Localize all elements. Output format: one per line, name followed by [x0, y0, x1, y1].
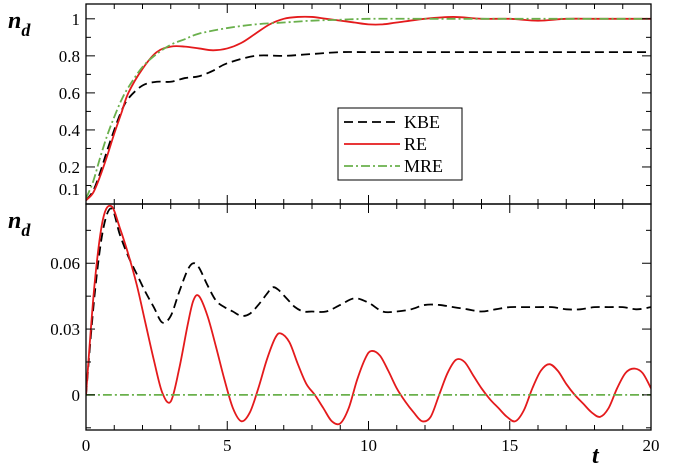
y-axis-label-main: n [8, 208, 21, 234]
top-panel: 0.2 0.4 0.6 0.8 1 0.1 nd [8, 3, 652, 205]
y-tick-label: 0.8 [59, 47, 80, 66]
legend-label-kbe: KBE [404, 112, 440, 132]
x-tick-label: 15 [501, 436, 518, 455]
y-tick-label: 0.03 [50, 320, 80, 339]
y-tick-label: 0.1 [59, 180, 80, 199]
series-line-mre [86, 17, 651, 199]
series-group [86, 204, 651, 426]
series-line-re [86, 204, 651, 426]
series-line-kbe [86, 207, 651, 395]
series-group [86, 15, 651, 201]
y-tick-label: 0 [72, 386, 81, 405]
x-tick-label: 10 [360, 436, 377, 455]
y-tick-label: 1 [72, 10, 81, 29]
series-line-kbe [86, 51, 651, 201]
y-tick-label: 0.06 [50, 254, 80, 273]
y-axis-label: nd [8, 208, 31, 240]
y-axis-label: nd [8, 8, 31, 40]
legend-label-mre: MRE [404, 156, 443, 176]
y-tick-label: 0.2 [59, 158, 80, 177]
y-axis-label-main: n [8, 8, 21, 34]
x-axis-label: t [592, 443, 600, 468]
y-tick-label: 0.4 [59, 121, 81, 140]
x-tick-label: 0 [82, 436, 91, 455]
y-axis-label-sub: d [21, 20, 31, 40]
y-axis-label-sub: d [21, 220, 31, 240]
x-tick-label: 5 [223, 436, 232, 455]
y-tick-label: 0.6 [59, 84, 80, 103]
x-tick-label: 20 [643, 436, 660, 455]
legend-label-re: RE [404, 134, 427, 154]
bottom-panel: 0 0.03 0.06 0 5 10 15 20 nd t [8, 203, 660, 468]
series-line-re [86, 15, 651, 201]
